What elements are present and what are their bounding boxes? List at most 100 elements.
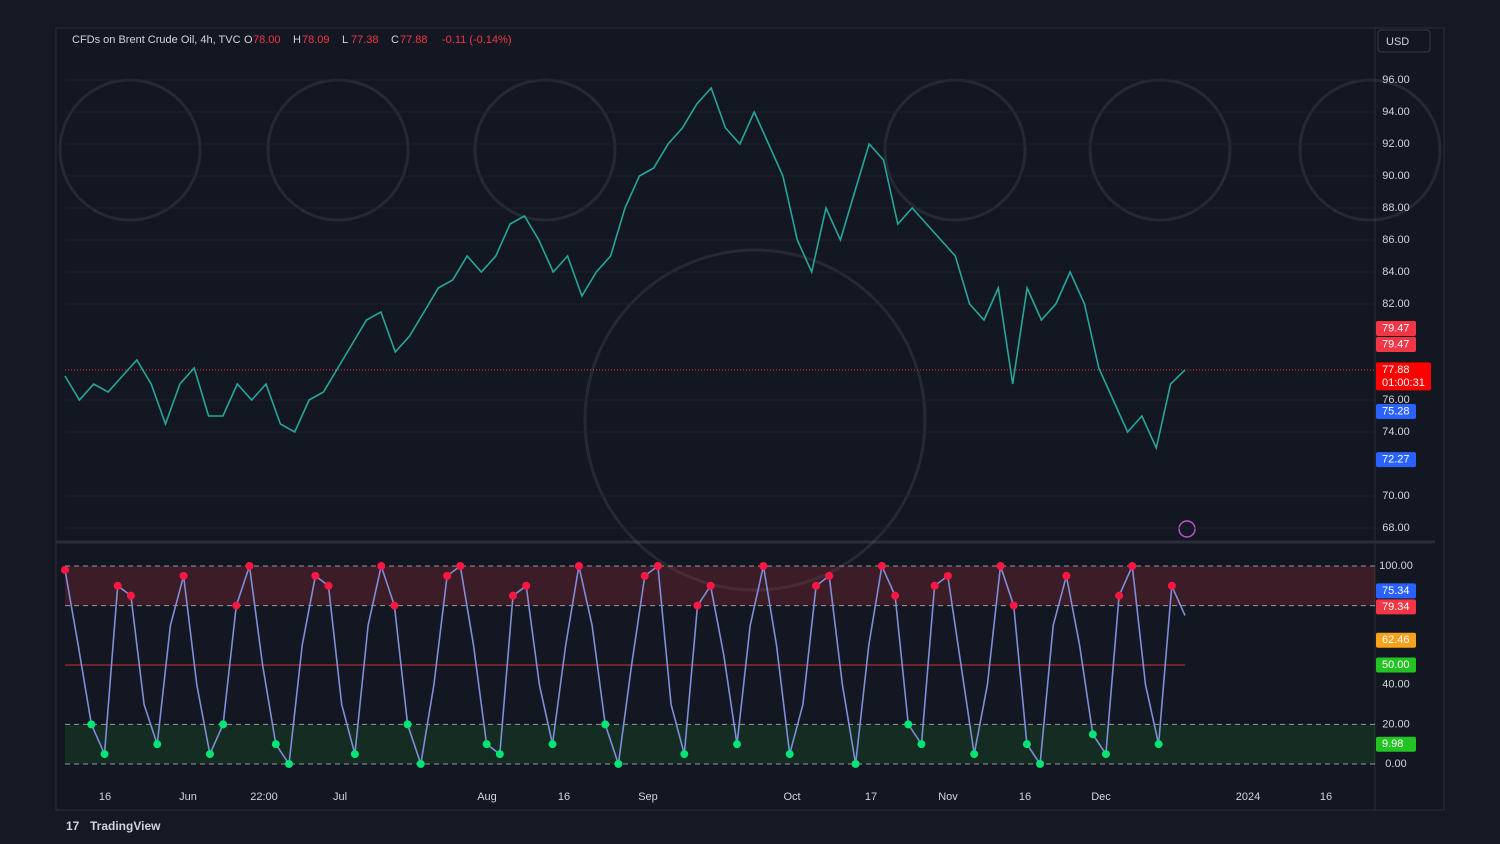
price-line: [64, 86, 1186, 451]
signal-dot: [443, 571, 452, 580]
y-tick-label: 82.00: [1382, 298, 1410, 310]
price-badge: [1376, 736, 1416, 752]
y-tick-label: 74.00: [1382, 426, 1410, 438]
y-tick-label: 88.00: [1382, 202, 1410, 214]
y-tick-label: 86.00: [1382, 234, 1410, 246]
brand: TradingView: [90, 819, 161, 833]
x-tick-label: 16: [99, 791, 111, 803]
signal-dot: [1128, 561, 1137, 570]
price-badge-label: 62.46: [1382, 634, 1410, 646]
y-tick-label: 70.00: [1382, 490, 1410, 502]
y-tick-label: 94.00: [1382, 106, 1410, 118]
price-badge: [1376, 657, 1416, 673]
price-badge-label: 79.47: [1382, 338, 1410, 350]
signal-dot: [601, 720, 610, 729]
price-badge: [1376, 320, 1416, 336]
signal-dot: [1062, 571, 1071, 580]
ohlc-value: 77.88: [400, 34, 428, 46]
signal-dot: [153, 740, 162, 749]
signal-dot: [917, 740, 926, 749]
x-tick-label: Jun: [179, 791, 197, 803]
signal-dot: [1115, 591, 1124, 600]
signal-dot: [877, 561, 886, 570]
signal-dot: [759, 561, 768, 570]
signal-dot: [640, 571, 649, 580]
signal-dot: [205, 750, 214, 759]
stochastic-line: [64, 562, 1186, 767]
signal-dot: [509, 591, 517, 600]
signal-dot: [891, 591, 900, 600]
price-badge: [1376, 599, 1416, 615]
x-tick-label: Aug: [477, 791, 497, 803]
x-tick-label: 16: [1019, 791, 1031, 803]
signal-dot: [812, 581, 821, 590]
signal-dot: [825, 571, 834, 580]
signal-dot: [350, 750, 359, 759]
y-tick-label: 84.00: [1382, 266, 1410, 278]
price-badge: [1376, 452, 1416, 468]
x-tick-label: 16: [558, 791, 570, 803]
x-tick-label: Jul: [333, 791, 347, 803]
ohlc-value: 78.00: [253, 34, 281, 46]
signal-dot: [693, 601, 702, 610]
signal-dot: [416, 759, 425, 768]
signal-dot: [403, 720, 412, 729]
signal-dot: [87, 720, 96, 729]
signal-dot: [1088, 730, 1097, 739]
signal-dot: [1036, 759, 1045, 768]
signal-dot: [904, 720, 913, 729]
x-tick-label: Dec: [1091, 791, 1111, 803]
signal-dot: [61, 565, 69, 574]
alert-icon[interactable]: [1178, 520, 1196, 538]
currency-button[interactable]: [1377, 29, 1431, 53]
price-badge: [1376, 404, 1416, 420]
ohlc-value: 77.38: [351, 34, 379, 46]
x-tick-label: 16: [1320, 791, 1332, 803]
y-tick-label: 96.00: [1382, 74, 1410, 86]
price-badge-label: 50.00: [1382, 659, 1410, 671]
signal-dot: [943, 571, 952, 580]
signal-dot: [245, 561, 254, 570]
signal-dot: [574, 561, 583, 570]
price-badge: [1376, 583, 1416, 599]
y-tick-label: 40.00: [1382, 679, 1410, 691]
signal-dot: [1009, 601, 1018, 610]
price-badge: [1376, 362, 1431, 391]
y-tick-label: 76.00: [1382, 394, 1410, 406]
brand-logo: 17: [66, 819, 80, 833]
signal-dot: [548, 740, 557, 749]
price-badge-label: 75.28: [1382, 405, 1410, 417]
signal-dot: [522, 581, 531, 590]
signal-dot: [1154, 740, 1163, 749]
signal-dot: [113, 581, 122, 590]
y-tick-label: 68.00: [1382, 522, 1410, 534]
signal-dot: [1167, 581, 1176, 590]
price-badge-label: 75.34: [1382, 585, 1410, 597]
signal-dot: [996, 561, 1005, 570]
x-tick-label: Nov: [938, 791, 958, 803]
signal-dot: [100, 750, 109, 759]
signal-dot: [1101, 750, 1110, 759]
signal-dot: [219, 720, 228, 729]
signal-dot: [232, 601, 241, 610]
x-tick-label: Oct: [783, 791, 800, 803]
ohlc-key: O: [244, 34, 253, 46]
price-badge-label: 9.98: [1382, 738, 1403, 750]
signal-dot: [851, 759, 860, 768]
signal-dot: [311, 571, 320, 580]
x-tick-label: 17: [865, 791, 877, 803]
price-badge-sub: 01:00:31: [1382, 377, 1425, 389]
signal-dot: [733, 740, 741, 749]
signal-dot: [680, 750, 689, 759]
y-tick-label: 100.00: [1379, 560, 1413, 572]
overbought-zone: [65, 565, 1375, 606]
price-badge-label: 79.47: [1382, 322, 1410, 334]
signal-dot: [285, 759, 293, 768]
y-tick-label: 20.00: [1382, 718, 1410, 730]
ohlc-key: C: [391, 34, 399, 46]
signal-dot: [495, 750, 504, 759]
y-tick-label: 92.00: [1382, 138, 1410, 150]
chart-frame: [55, 27, 1445, 811]
signal-dot: [614, 759, 623, 768]
